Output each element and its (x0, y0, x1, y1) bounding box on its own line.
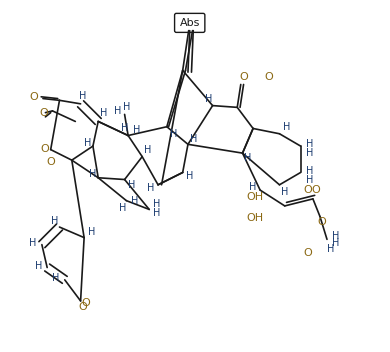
Text: O: O (46, 157, 55, 167)
Text: H: H (283, 122, 290, 132)
Text: H: H (84, 138, 91, 147)
Text: H: H (332, 238, 339, 248)
Text: OH: OH (246, 213, 263, 223)
Text: H: H (100, 108, 107, 118)
Text: H: H (327, 244, 334, 254)
Text: H: H (131, 196, 139, 206)
Text: H: H (281, 187, 289, 197)
Text: H: H (306, 139, 313, 149)
Text: Abs: Abs (179, 18, 200, 28)
Text: H: H (121, 123, 128, 133)
Text: H: H (170, 129, 177, 139)
Text: H: H (89, 169, 97, 179)
Text: O: O (29, 92, 38, 102)
Text: H: H (244, 153, 252, 163)
Text: H: H (249, 182, 257, 191)
Text: H: H (332, 231, 339, 241)
Text: H: H (147, 183, 155, 193)
Text: O: O (317, 217, 326, 227)
Text: H: H (123, 102, 130, 112)
Text: H: H (35, 261, 42, 271)
Text: H: H (152, 208, 160, 218)
FancyBboxPatch shape (175, 13, 205, 32)
Text: H: H (186, 171, 193, 181)
Text: H: H (29, 238, 37, 248)
Text: O: O (40, 144, 49, 153)
Text: H: H (190, 134, 197, 144)
Text: O: O (239, 73, 248, 82)
Text: H: H (119, 203, 126, 213)
Text: H: H (128, 180, 135, 190)
Text: H: H (144, 145, 151, 155)
Text: O: O (264, 73, 273, 82)
Text: H: H (52, 273, 60, 283)
Text: H: H (206, 94, 213, 103)
Text: H: H (114, 106, 121, 116)
Text: H: H (79, 91, 86, 101)
Text: H: H (51, 216, 58, 226)
Text: OH: OH (246, 192, 263, 202)
Text: H: H (306, 175, 313, 184)
Text: H: H (133, 125, 141, 135)
Text: H: H (152, 199, 160, 209)
Text: O: O (303, 249, 312, 258)
Text: O: O (82, 298, 90, 308)
Text: O: O (78, 302, 87, 312)
Text: H: H (88, 227, 96, 237)
Text: O: O (303, 185, 312, 195)
Text: O: O (311, 185, 320, 195)
Text: O: O (39, 108, 48, 118)
Text: H: H (306, 166, 313, 176)
Text: H: H (306, 148, 313, 158)
